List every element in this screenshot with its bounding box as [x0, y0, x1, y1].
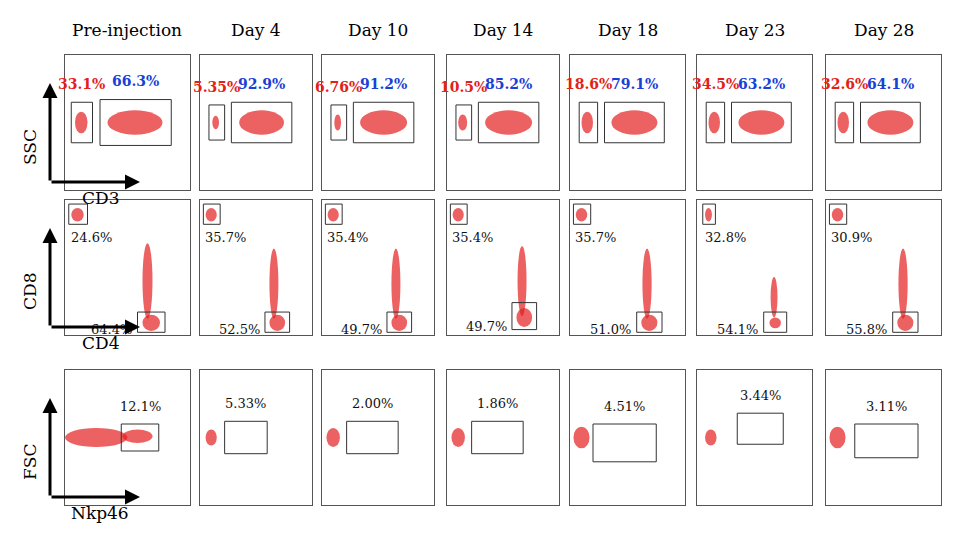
svg-text:33.1%: 33.1%: [58, 76, 105, 92]
svg-text:Pre-injection: Pre-injection: [72, 20, 182, 40]
svg-text:5.35%: 5.35%: [193, 79, 240, 95]
svg-text:CD3: CD3: [82, 188, 119, 208]
svg-text:1.86%: 1.86%: [477, 396, 518, 411]
svg-text:CD8: CD8: [20, 273, 40, 310]
svg-text:55.8%: 55.8%: [846, 322, 887, 337]
svg-text:Day 10: Day 10: [348, 20, 408, 40]
svg-text:Day 28: Day 28: [854, 20, 914, 40]
svg-text:Day 4: Day 4: [231, 20, 281, 40]
svg-text:92.9%: 92.9%: [238, 76, 285, 92]
svg-text:30.9%: 30.9%: [831, 230, 872, 245]
svg-text:32.8%: 32.8%: [705, 230, 746, 245]
svg-text:12.1%: 12.1%: [120, 399, 161, 414]
svg-text:Day 14: Day 14: [473, 20, 533, 40]
svg-text:FSC: FSC: [20, 444, 40, 480]
svg-text:34.5%: 34.5%: [692, 76, 739, 92]
svg-text:SSC: SSC: [20, 129, 40, 165]
svg-text:4.51%: 4.51%: [604, 399, 645, 414]
svg-text:24.6%: 24.6%: [71, 230, 112, 245]
svg-text:6.76%: 6.76%: [315, 79, 362, 95]
svg-text:49.7%: 49.7%: [341, 322, 382, 337]
svg-text:49.7%: 49.7%: [466, 319, 507, 334]
svg-text:35.4%: 35.4%: [327, 230, 368, 245]
svg-text:52.5%: 52.5%: [219, 322, 260, 337]
svg-text:35.4%: 35.4%: [452, 230, 493, 245]
svg-text:CD4: CD4: [82, 333, 119, 353]
svg-text:35.7%: 35.7%: [575, 230, 616, 245]
svg-text:18.6%: 18.6%: [565, 76, 612, 92]
svg-text:64.1%: 64.1%: [867, 76, 914, 92]
svg-text:10.5%: 10.5%: [440, 79, 487, 95]
svg-text:2.00%: 2.00%: [352, 396, 393, 411]
svg-text:91.2%: 91.2%: [360, 76, 407, 92]
svg-text:85.2%: 85.2%: [485, 76, 532, 92]
svg-text:79.1%: 79.1%: [611, 76, 658, 92]
svg-text:32.6%: 32.6%: [821, 76, 868, 92]
svg-text:5.33%: 5.33%: [225, 396, 266, 411]
svg-text:3.44%: 3.44%: [740, 388, 781, 403]
svg-text:51.0%: 51.0%: [590, 322, 631, 337]
svg-text:Nkp46: Nkp46: [71, 503, 129, 523]
svg-text:63.2%: 63.2%: [738, 76, 785, 92]
svg-text:Day 23: Day 23: [725, 20, 785, 40]
svg-text:3.11%: 3.11%: [866, 399, 907, 414]
svg-text:54.1%: 54.1%: [717, 322, 758, 337]
svg-text:66.3%: 66.3%: [112, 73, 159, 89]
svg-text:64.4%: 64.4%: [91, 322, 132, 337]
svg-text:Day 18: Day 18: [598, 20, 658, 40]
svg-text:35.7%: 35.7%: [205, 230, 246, 245]
